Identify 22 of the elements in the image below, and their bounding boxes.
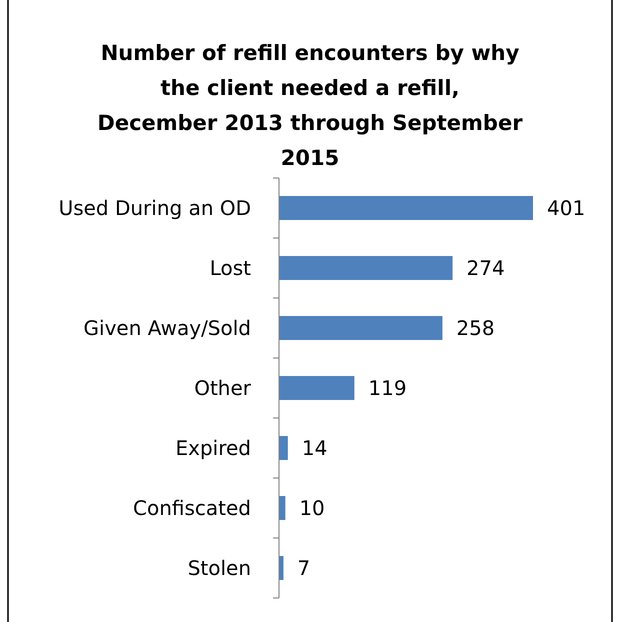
data-label: 14	[302, 436, 328, 460]
y-tick-label: Other	[194, 376, 252, 400]
y-tick-label: Given Away/Sold	[84, 316, 251, 340]
data-label: 10	[299, 496, 325, 520]
bar	[279, 376, 354, 400]
data-label: 7	[297, 556, 310, 580]
bar	[279, 316, 442, 340]
data-label: 119	[368, 376, 407, 400]
y-tick-label: Expired	[175, 436, 251, 460]
data-label: 258	[456, 316, 495, 340]
chart-title: Number of refill encounters by why the client needed a refill, December 2013 through September 2015	[97, 41, 524, 170]
y-tick-label: Stolen	[188, 556, 251, 580]
bar	[279, 436, 288, 460]
bar	[279, 256, 453, 280]
y-tick-label: Confiscated	[133, 496, 251, 520]
data-label: 274	[466, 256, 505, 280]
bar	[279, 496, 286, 520]
y-tick-label: Lost	[210, 256, 252, 280]
bar	[279, 196, 533, 220]
y-tick-label: Used During an OD	[58, 196, 251, 220]
bar	[279, 556, 284, 580]
data-label: 401	[547, 196, 586, 220]
